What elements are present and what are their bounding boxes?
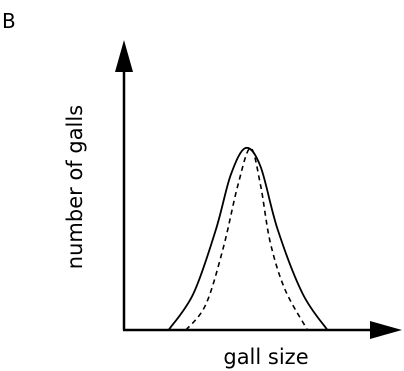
x-axis-label: gall size (223, 345, 308, 369)
y-axis-arrow (115, 40, 133, 72)
panel-label: B (2, 9, 16, 33)
y-axis-label: number of galls (63, 105, 87, 269)
dashed-distribution-curve (185, 147, 309, 331)
solid-distribution-curve (167, 146, 329, 331)
x-axis-arrow (370, 321, 402, 339)
series-layer (167, 146, 329, 331)
axes (115, 40, 402, 339)
